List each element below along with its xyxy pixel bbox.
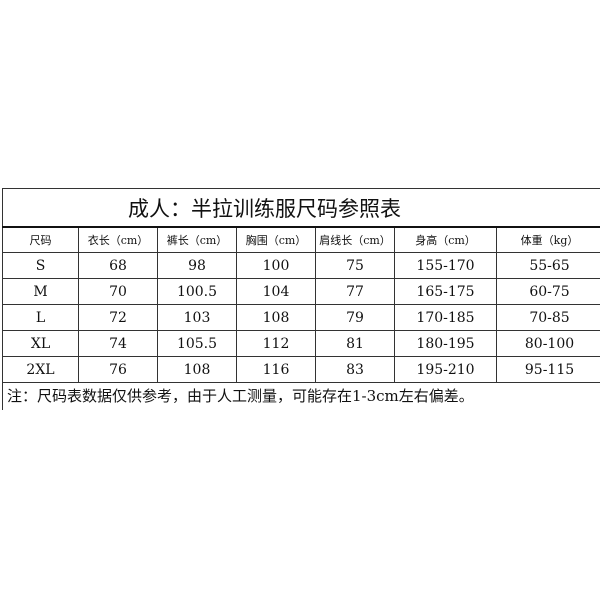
table-cell: 77 xyxy=(315,278,395,305)
table-cell: 170-185 xyxy=(394,304,497,331)
note: 注：尺码表数据仅供参考，由于人工测量，可能存在1-3cm左右偏差。 xyxy=(2,382,600,410)
table-cell: 100 xyxy=(236,252,316,279)
table-cell: 100.5 xyxy=(157,278,237,305)
table-cell: 68 xyxy=(78,252,158,279)
table-row: L 72 103 108 79 170-185 70-85 xyxy=(2,304,600,331)
table-row: M 70 100.5 104 77 165-175 60-75 xyxy=(2,278,600,305)
size-table: 成人：半拉训练服尺码参照表 尺码 衣长（cm） 裤长（cm） 胸围（cm） 肩线… xyxy=(1,188,600,383)
header-top-length: 衣长（cm） xyxy=(78,226,158,253)
table-cell: 112 xyxy=(236,330,316,357)
table-cell: 60-75 xyxy=(495,278,600,305)
table-title: 成人：半拉训练服尺码参照表 xyxy=(1,188,600,228)
table-cell: 70-85 xyxy=(495,304,600,331)
table-cell: 70 xyxy=(78,278,158,305)
header-chest: 胸围（cm） xyxy=(236,226,316,253)
table-cell: 103 xyxy=(157,304,237,331)
table-cell: L xyxy=(2,304,79,331)
table-cell: 98 xyxy=(157,252,237,279)
table-cell: 195-210 xyxy=(394,356,497,383)
table-row: S 68 98 100 75 155-170 55-65 xyxy=(2,252,600,279)
table-cell: 75 xyxy=(315,252,395,279)
header-row: 尺码 衣长（cm） 裤长（cm） 胸围（cm） 肩线长（cm） 身高（cm） 体… xyxy=(2,226,600,253)
table-cell: M xyxy=(2,278,79,305)
table-cell: 55-65 xyxy=(495,252,600,279)
table-cell: 80-100 xyxy=(495,330,600,357)
header-height: 身高（cm） xyxy=(394,226,497,253)
header-pants-length: 裤长（cm） xyxy=(157,226,237,253)
table-cell: 108 xyxy=(236,304,316,331)
table-cell: 108 xyxy=(157,356,237,383)
table-cell: 81 xyxy=(315,330,395,357)
table-cell: XL xyxy=(2,330,79,357)
table-cell: 72 xyxy=(78,304,158,331)
table-cell: 165-175 xyxy=(394,278,497,305)
table-cell: 76 xyxy=(78,356,158,383)
table-cell: S xyxy=(2,252,79,279)
header-weight: 体重（kg） xyxy=(495,226,600,253)
header-size: 尺码 xyxy=(2,226,79,253)
table-cell: 105.5 xyxy=(157,330,237,357)
size-chart: 成人：半拉训练服尺码参照表 尺码 衣长（cm） 裤长（cm） 胸围（cm） 肩线… xyxy=(1,188,600,383)
table-row: XL 74 105.5 112 81 180-195 80-100 xyxy=(2,330,600,357)
table-cell: 155-170 xyxy=(394,252,497,279)
table-row: 2XL 76 108 116 83 195-210 95-115 xyxy=(2,356,600,383)
table-cell: 95-115 xyxy=(495,356,600,383)
table-cell: 83 xyxy=(315,356,395,383)
table-cell: 116 xyxy=(236,356,316,383)
table-cell: 79 xyxy=(315,304,395,331)
table-cell: 74 xyxy=(78,330,158,357)
header-shoulder: 肩线长（cm） xyxy=(315,226,395,253)
table-cell: 2XL xyxy=(2,356,79,383)
table-cell: 104 xyxy=(236,278,316,305)
table-cell: 180-195 xyxy=(394,330,497,357)
